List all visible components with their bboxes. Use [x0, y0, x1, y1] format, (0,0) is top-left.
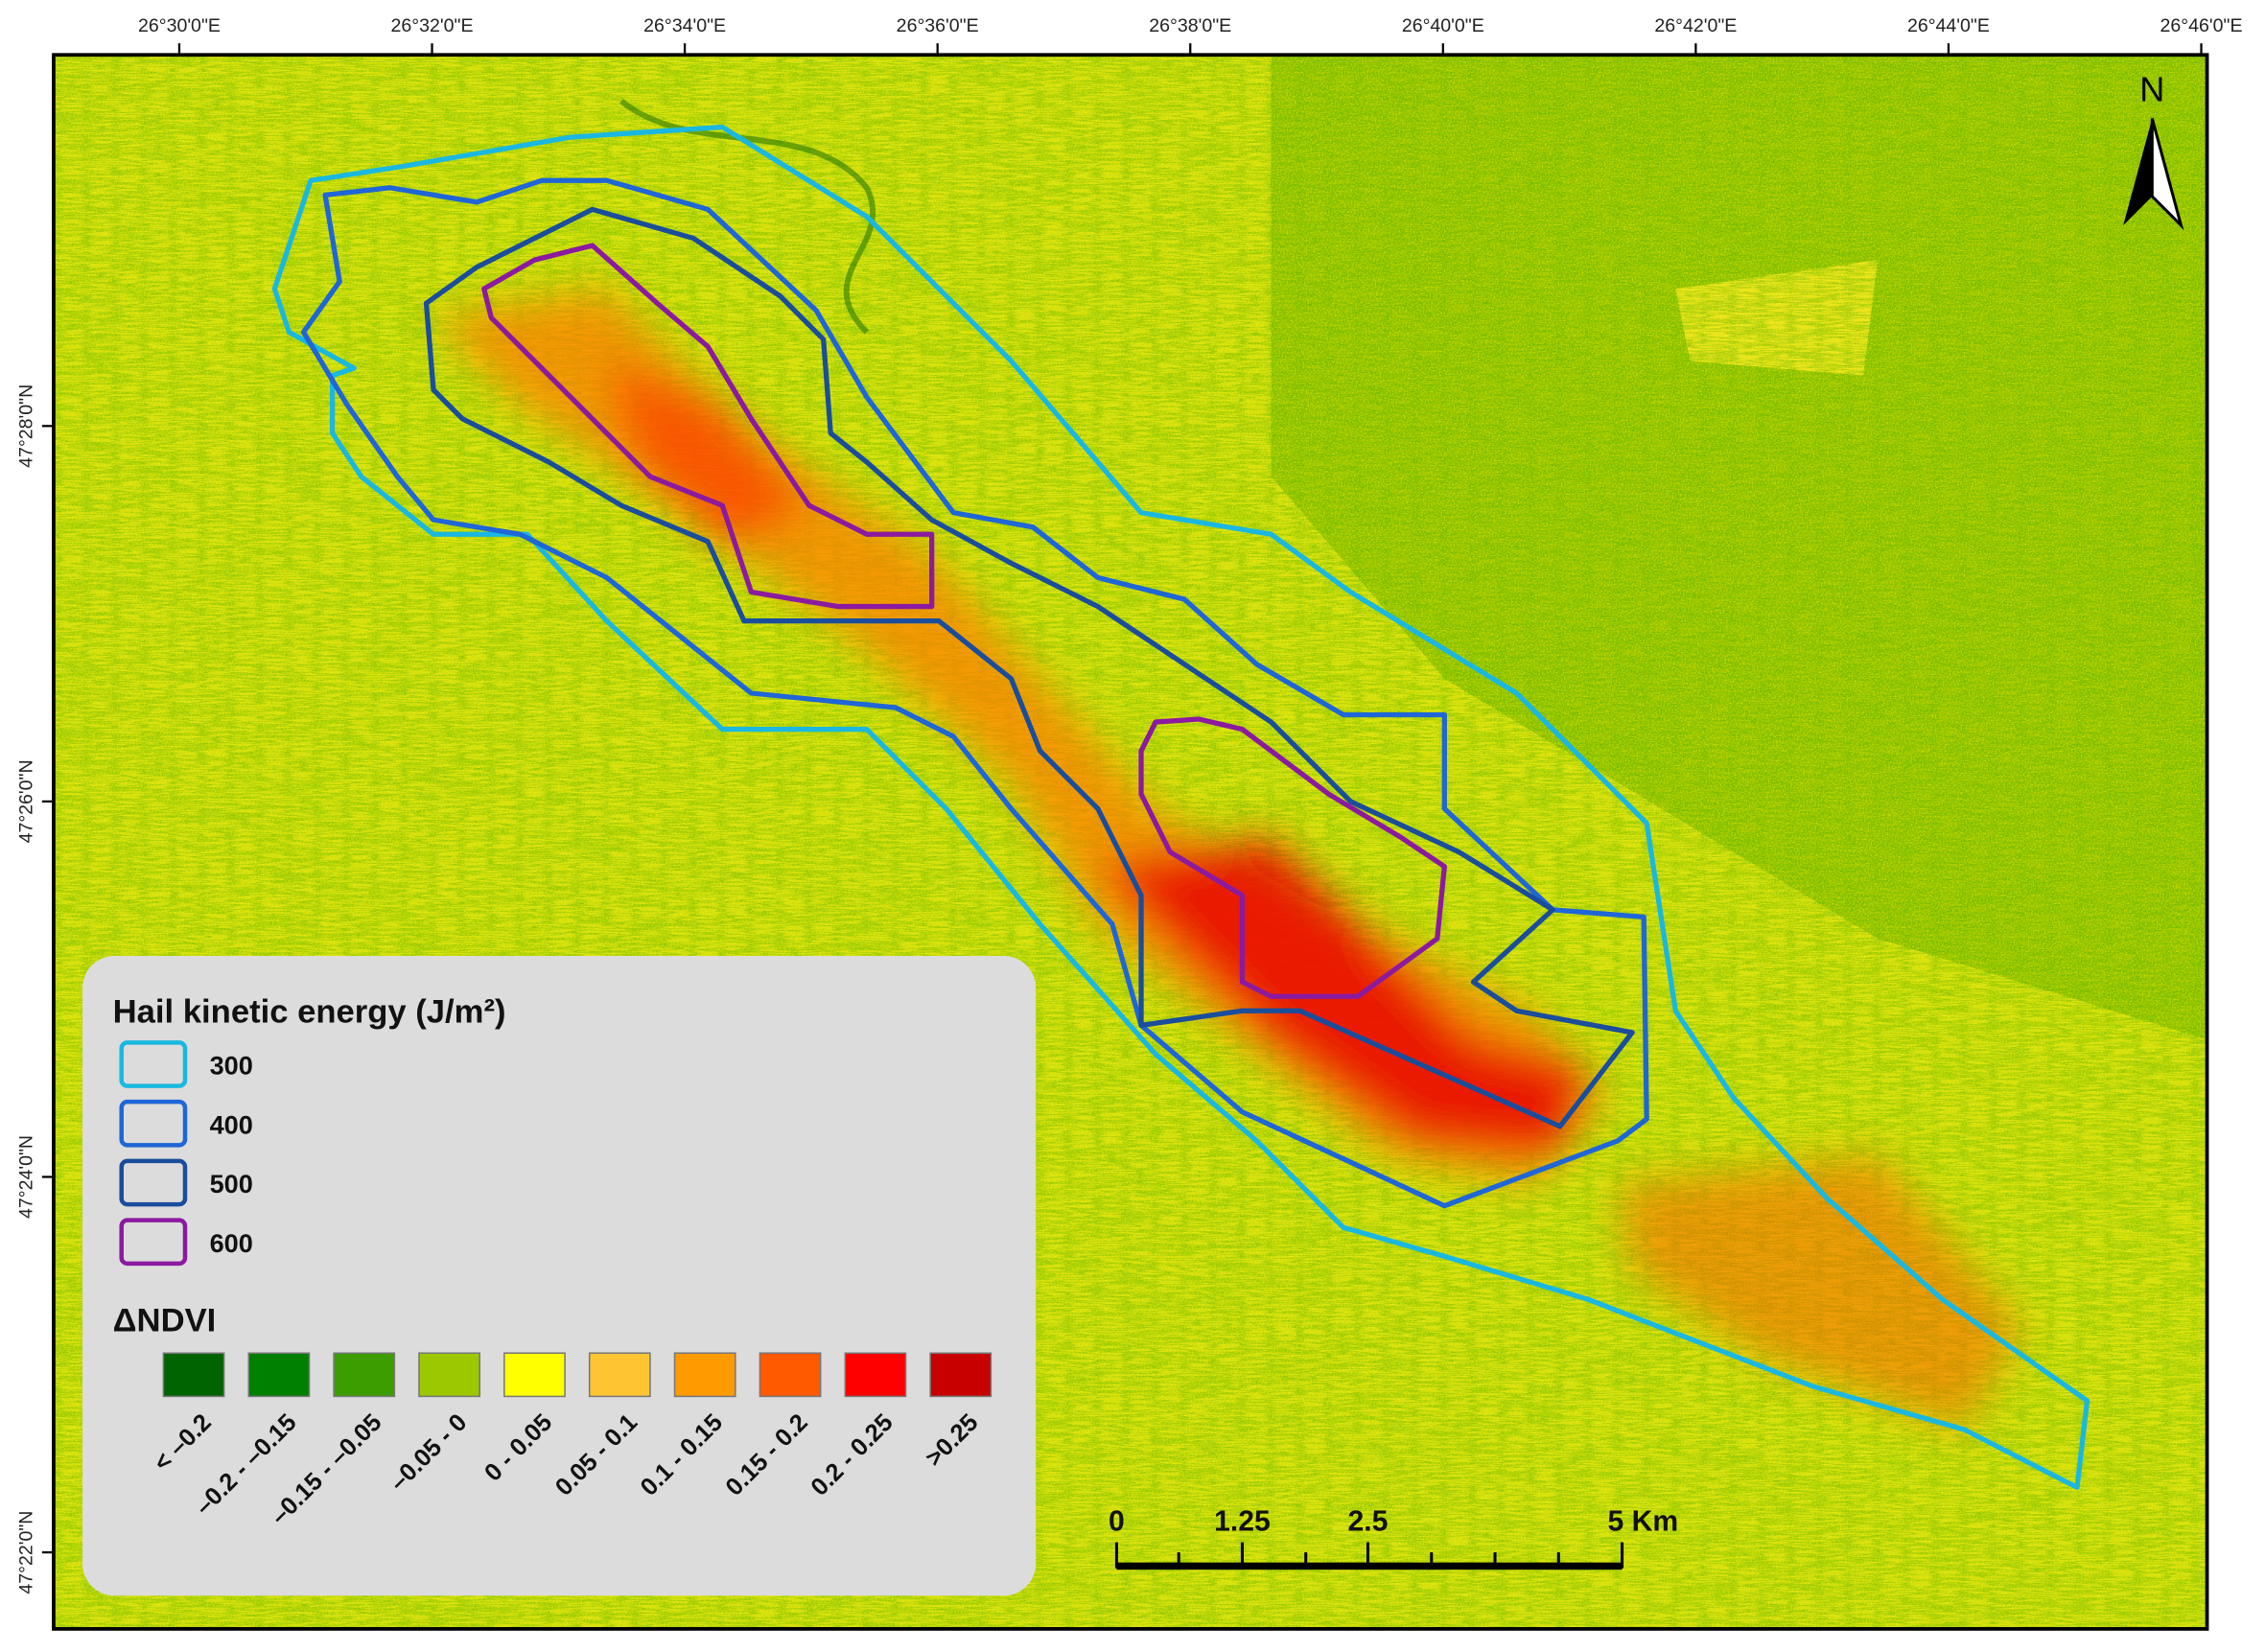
contour-600 — [1138, 716, 1447, 999]
scale-label: 1.25 — [1214, 1505, 1271, 1537]
longitude-label: 26°38'0"E — [1149, 15, 1231, 36]
longitude-label: 26°30'0"E — [138, 15, 221, 36]
contour-label: 500 — [210, 1169, 253, 1198]
longitude-label: 26°34'0"E — [643, 15, 726, 36]
scale-label: 5 Km — [1608, 1505, 1679, 1537]
legend-title: Hail kinetic energy (J/m²) — [113, 993, 506, 1030]
contour-swatch — [119, 1040, 188, 1088]
ndvi-swatch — [418, 1352, 480, 1398]
scale-bar — [1114, 1542, 1624, 1571]
legend-box — [82, 956, 1037, 1596]
ndvi-swatch — [247, 1352, 311, 1398]
longitude-label: 26°32'0"E — [391, 15, 474, 36]
contour-label: 600 — [210, 1228, 253, 1258]
contour-swatch — [119, 1099, 188, 1148]
ndvi-swatch — [503, 1352, 566, 1398]
scale-label: 2.5 — [1348, 1505, 1389, 1537]
ndvi-swatch — [333, 1352, 396, 1398]
contour-label: 300 — [210, 1051, 253, 1081]
north-arrow-right — [2150, 118, 2184, 231]
scale-label: 0 — [1109, 1505, 1125, 1537]
contours — [271, 124, 2090, 1490]
latitude-label: 47°24'0"N — [15, 1135, 36, 1219]
longitude-label: 26°44'0"E — [1907, 15, 1990, 36]
contour-swatch — [119, 1158, 188, 1207]
latitude-label: 47°26'0"N — [15, 759, 36, 843]
contour-500 — [423, 206, 1635, 1129]
ndvi-swatch — [844, 1352, 907, 1398]
ndvi-swatch — [588, 1352, 651, 1398]
contour-400 — [300, 177, 1649, 1209]
north-label: N — [2139, 69, 2164, 108]
ndvi-title: ΔNDVI — [113, 1303, 217, 1339]
longitude-label: 26°40'0"E — [1402, 15, 1484, 36]
longitude-label: 26°46'0"E — [2160, 15, 2243, 36]
map-frame — [52, 53, 2209, 1631]
longitude-label: 26°36'0"E — [897, 15, 979, 36]
ndvi-swatch — [673, 1352, 736, 1398]
contour-swatch — [119, 1218, 188, 1267]
contour-600 — [481, 243, 935, 610]
ndvi-swatch — [759, 1352, 822, 1398]
ndvi-swatch — [162, 1352, 225, 1398]
contour-label: 400 — [210, 1109, 253, 1139]
ndvi-swatch — [929, 1352, 992, 1398]
latitude-label: 47°22'0"N — [15, 1511, 36, 1594]
latitude-label: 47°28'0"N — [15, 384, 36, 468]
contour-300 — [271, 124, 2090, 1490]
longitude-label: 26°42'0"E — [1654, 15, 1737, 36]
